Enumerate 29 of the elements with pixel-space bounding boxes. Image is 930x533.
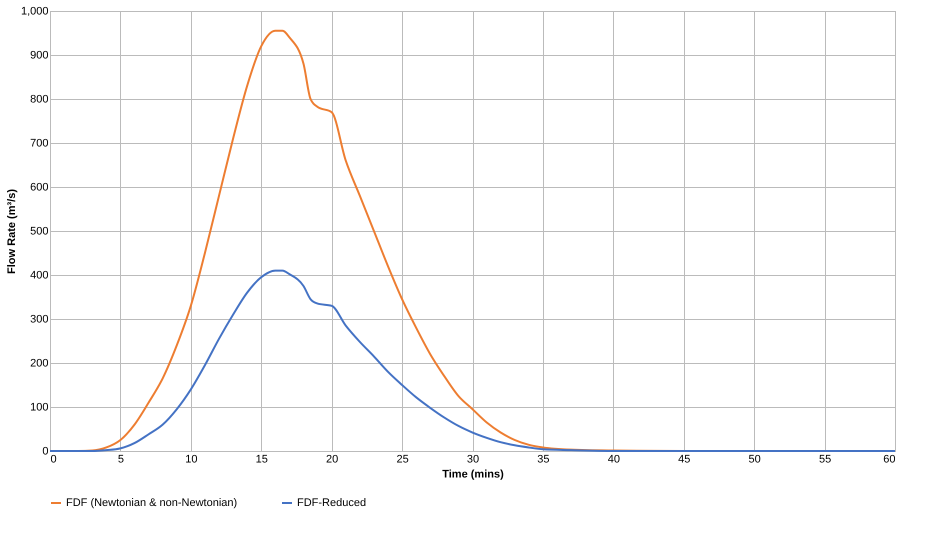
y-tick-label: 100 bbox=[30, 402, 48, 414]
legend-label: FDF-Reduced bbox=[297, 497, 366, 509]
y-tick-label: 300 bbox=[30, 314, 48, 326]
x-tick-label: 15 bbox=[256, 454, 268, 466]
x-tick-label: 55 bbox=[818, 454, 832, 466]
y-tick-label: 400 bbox=[30, 270, 48, 282]
x-tick-label: 35 bbox=[537, 454, 550, 466]
line-series bbox=[49, 270, 896, 452]
x-tick-label: 5 bbox=[118, 454, 124, 466]
x-tick-label: 45 bbox=[678, 454, 690, 466]
x-tick-label: 40 bbox=[608, 454, 620, 466]
x-tick-label: 25 bbox=[396, 454, 409, 466]
x-tick-label: 60 bbox=[883, 454, 896, 466]
x-tick-label: 30 bbox=[466, 454, 480, 466]
y-tick-label: 700 bbox=[30, 138, 48, 150]
y-tick-label: 800 bbox=[30, 94, 48, 106]
y-axis-title: Flow Rate (m³/s) bbox=[6, 188, 18, 274]
x-axis-title: Time (mins) bbox=[442, 468, 504, 480]
y-tick-label: 0 bbox=[42, 446, 48, 458]
x-tick-label: 10 bbox=[185, 454, 198, 466]
y-tick-label: 900 bbox=[30, 50, 48, 62]
x-tick-label: 20 bbox=[326, 454, 338, 466]
legend-label: FDF (Newtonian & non-Newtonian) bbox=[66, 497, 238, 509]
y-tick-label: 200 bbox=[30, 358, 48, 370]
x-tick-label: 0 bbox=[50, 454, 57, 466]
y-tick-label: 500 bbox=[30, 226, 48, 238]
x-tick-label: 50 bbox=[748, 454, 761, 466]
y-tick-label: 1,000 bbox=[20, 6, 48, 18]
y-tick-label: 600 bbox=[30, 182, 48, 194]
